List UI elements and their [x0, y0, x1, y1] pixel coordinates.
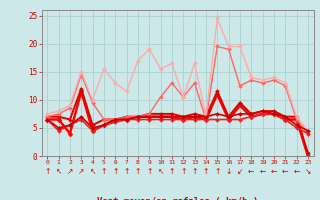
Text: ↑: ↑ [44, 167, 51, 176]
Text: ↑: ↑ [146, 167, 152, 176]
Text: ↑: ↑ [169, 167, 175, 176]
Text: ←: ← [248, 167, 254, 176]
Text: ↖: ↖ [55, 167, 62, 176]
Text: ↓: ↓ [225, 167, 232, 176]
Text: ↗: ↗ [67, 167, 73, 176]
Text: ↙: ↙ [237, 167, 243, 176]
Text: ↑: ↑ [203, 167, 209, 176]
Text: ←: ← [293, 167, 300, 176]
Text: Vent moyen/en rafales ( km/h ): Vent moyen/en rafales ( km/h ) [97, 197, 258, 200]
Text: ↑: ↑ [101, 167, 107, 176]
Text: ↑: ↑ [180, 167, 187, 176]
Text: ←: ← [260, 167, 266, 176]
Text: ↑: ↑ [191, 167, 198, 176]
Text: ←: ← [282, 167, 288, 176]
Text: ↖: ↖ [157, 167, 164, 176]
Text: ↑: ↑ [124, 167, 130, 176]
Text: ↖: ↖ [89, 167, 96, 176]
Text: ↑: ↑ [214, 167, 220, 176]
Text: ↑: ↑ [135, 167, 141, 176]
Text: ↗: ↗ [78, 167, 84, 176]
Text: ↘: ↘ [305, 167, 311, 176]
Text: ←: ← [271, 167, 277, 176]
Text: ↑: ↑ [112, 167, 118, 176]
